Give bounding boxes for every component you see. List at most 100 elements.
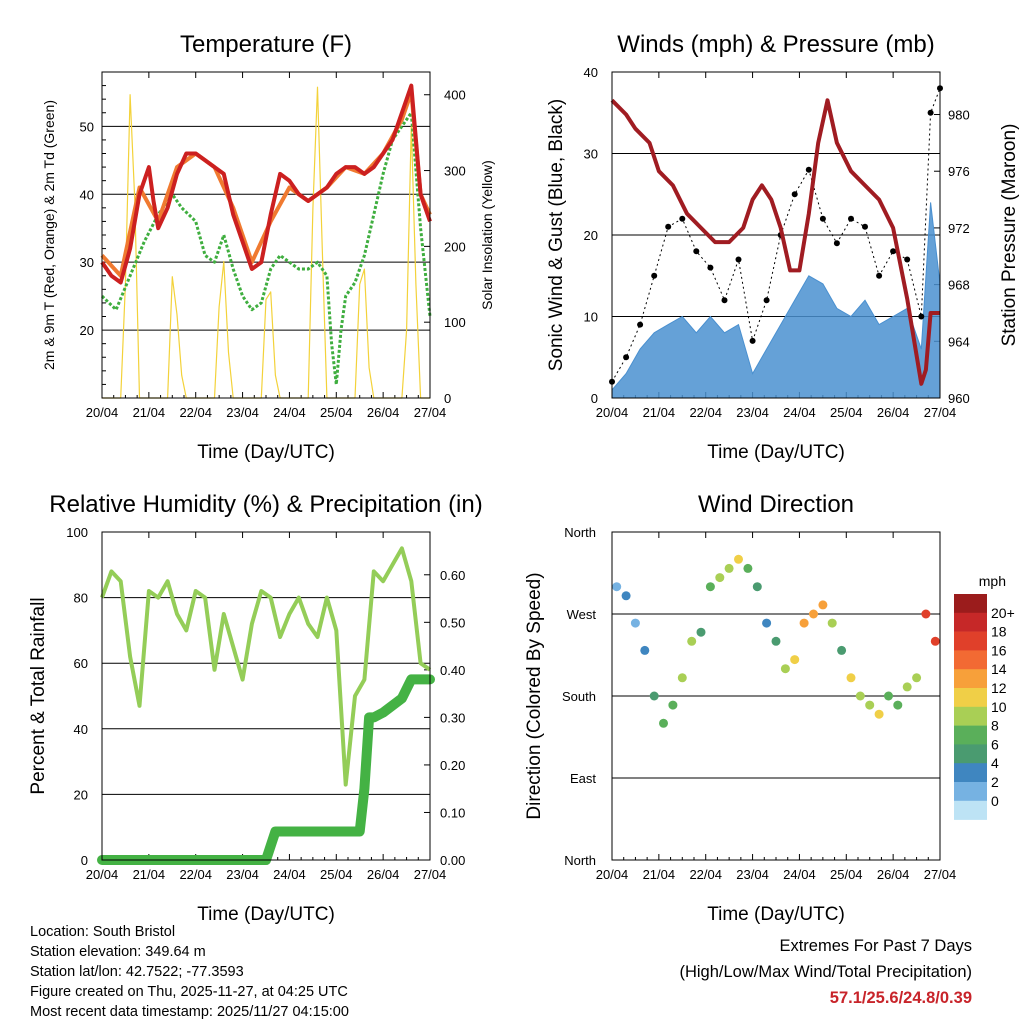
y-tick-label: 0 <box>591 391 598 406</box>
series-station-pressure <box>610 98 940 386</box>
legend-swatch <box>954 763 987 783</box>
x-tick-label: 24/04 <box>273 867 306 882</box>
direction-point <box>668 700 678 710</box>
y2-tick-label: 0.10 <box>440 805 465 820</box>
legend-swatch <box>954 800 987 820</box>
gust-point <box>721 297 728 304</box>
x-tick-label: 21/04 <box>133 405 166 420</box>
direction-point <box>612 582 622 592</box>
x-tick-label: 27/04 <box>414 867 447 882</box>
x-tick-label: 25/04 <box>320 867 353 882</box>
y2-tick-label: 964 <box>948 334 970 349</box>
x-tick-label: 26/04 <box>877 405 910 420</box>
y-tick-label: 50 <box>80 119 94 134</box>
direction-point <box>780 664 790 674</box>
legend-swatch <box>954 725 987 745</box>
gust-point <box>848 215 854 222</box>
x-tick-label: 22/04 <box>689 867 722 882</box>
gust-point <box>890 248 897 255</box>
x-tick-label: 23/04 <box>736 405 769 420</box>
extremes-box: Extremes For Past 7 Days (High/Low/Max W… <box>679 933 972 1011</box>
y2-tick-label: 200 <box>444 239 466 254</box>
y2-tick-label: 960 <box>948 391 970 406</box>
direction-point <box>621 591 631 601</box>
gust-point <box>918 313 925 320</box>
x-tick-label: 25/04 <box>320 405 353 420</box>
x-tick-label: 21/04 <box>133 867 166 882</box>
legend-label: 6 <box>991 736 999 752</box>
location-text: Location: South Bristol <box>30 924 176 940</box>
x-axis-label: Time (Day/UTC) <box>707 442 845 463</box>
y-tick-label: 40 <box>74 722 88 737</box>
legend-swatch <box>954 688 987 708</box>
y2-tick-label: 976 <box>948 164 970 179</box>
y2-tick-label: 0 <box>444 391 451 406</box>
direction-point <box>855 691 865 701</box>
x-tick-label: 20/04 <box>596 867 629 882</box>
direction-point <box>743 563 753 573</box>
x-tick-label: 21/04 <box>643 405 676 420</box>
x-tick-label: 21/04 <box>643 867 676 882</box>
x-tick-label: 20/04 <box>596 405 629 420</box>
direction-point <box>659 718 668 728</box>
direction-point <box>649 691 659 701</box>
x-tick-label: 27/04 <box>924 867 957 882</box>
y2-tick-label: 0.50 <box>440 615 465 630</box>
y-axis-label: Sonic Wind & Gust (Blue, Black) <box>546 99 567 371</box>
y-tick-label: 60 <box>74 656 88 671</box>
latlon-text: Station lat/lon: 42.7522; -77.3593 <box>30 964 244 980</box>
legend-label: 12 <box>991 680 1007 696</box>
gust-point <box>927 109 934 116</box>
gust-point <box>623 354 630 361</box>
series-2m-t <box>100 83 432 285</box>
plot-frame <box>101 71 431 399</box>
direction-point <box>846 673 856 683</box>
created-text: Figure created on Thu, 2025-11-27, at 04… <box>30 984 348 1000</box>
y-tick-label: 20 <box>74 787 88 802</box>
x-tick-label: 26/04 <box>877 867 910 882</box>
y-axis-label: Percent & Total Rainfall <box>28 597 49 794</box>
direction-point <box>921 609 931 619</box>
direction-point <box>715 573 725 583</box>
direction-point <box>687 636 697 646</box>
y-tick-label: 20 <box>584 228 598 243</box>
direction-point <box>734 554 743 564</box>
x-tick-label: 22/04 <box>689 405 722 420</box>
direction-point <box>837 645 847 655</box>
y2-tick-label: 0.20 <box>440 758 465 773</box>
x-tick-label: 26/04 <box>367 405 400 420</box>
y2-tick-label: 0.00 <box>440 853 465 868</box>
direction-point <box>818 600 828 610</box>
series-2m-td <box>100 111 432 386</box>
x-tick-label: 25/04 <box>830 867 863 882</box>
y2-tick-label: 300 <box>444 164 466 179</box>
x-tick-label: 20/04 <box>86 405 119 420</box>
y2-tick-label: 968 <box>948 278 970 293</box>
gust-point <box>735 256 742 263</box>
y-tick-label: North <box>564 525 596 540</box>
series-gust <box>611 88 941 382</box>
direction-point <box>640 645 650 655</box>
y-tick-label: 40 <box>80 187 94 202</box>
y2-tick-label: 0.30 <box>440 710 465 725</box>
series-sonic-wind <box>611 202 941 399</box>
extremes-title: Extremes For Past 7 Days <box>779 937 972 955</box>
direction-point <box>762 618 772 628</box>
x-axis-label: Time (Day/UTC) <box>197 904 335 925</box>
x-tick-label: 25/04 <box>830 405 863 420</box>
y-tick-label: 80 <box>74 591 88 606</box>
y-tick-label: East <box>570 771 596 786</box>
direction-point <box>902 682 912 692</box>
x-tick-label: 22/04 <box>179 405 212 420</box>
legend-label: 0 <box>991 793 999 809</box>
y-tick-label: 10 <box>584 310 598 325</box>
y-axis-label: Direction (Colored By Speed) <box>524 572 545 819</box>
legend-label: 20+ <box>991 605 1015 621</box>
chart-title: Temperature (F) <box>180 31 352 58</box>
y2-tick-label: 100 <box>444 315 466 330</box>
chart-title: Winds (mph) & Pressure (mb) <box>617 31 934 58</box>
direction-point <box>865 700 875 710</box>
x-tick-label: 26/04 <box>367 867 400 882</box>
x-tick-label: 24/04 <box>783 867 816 882</box>
